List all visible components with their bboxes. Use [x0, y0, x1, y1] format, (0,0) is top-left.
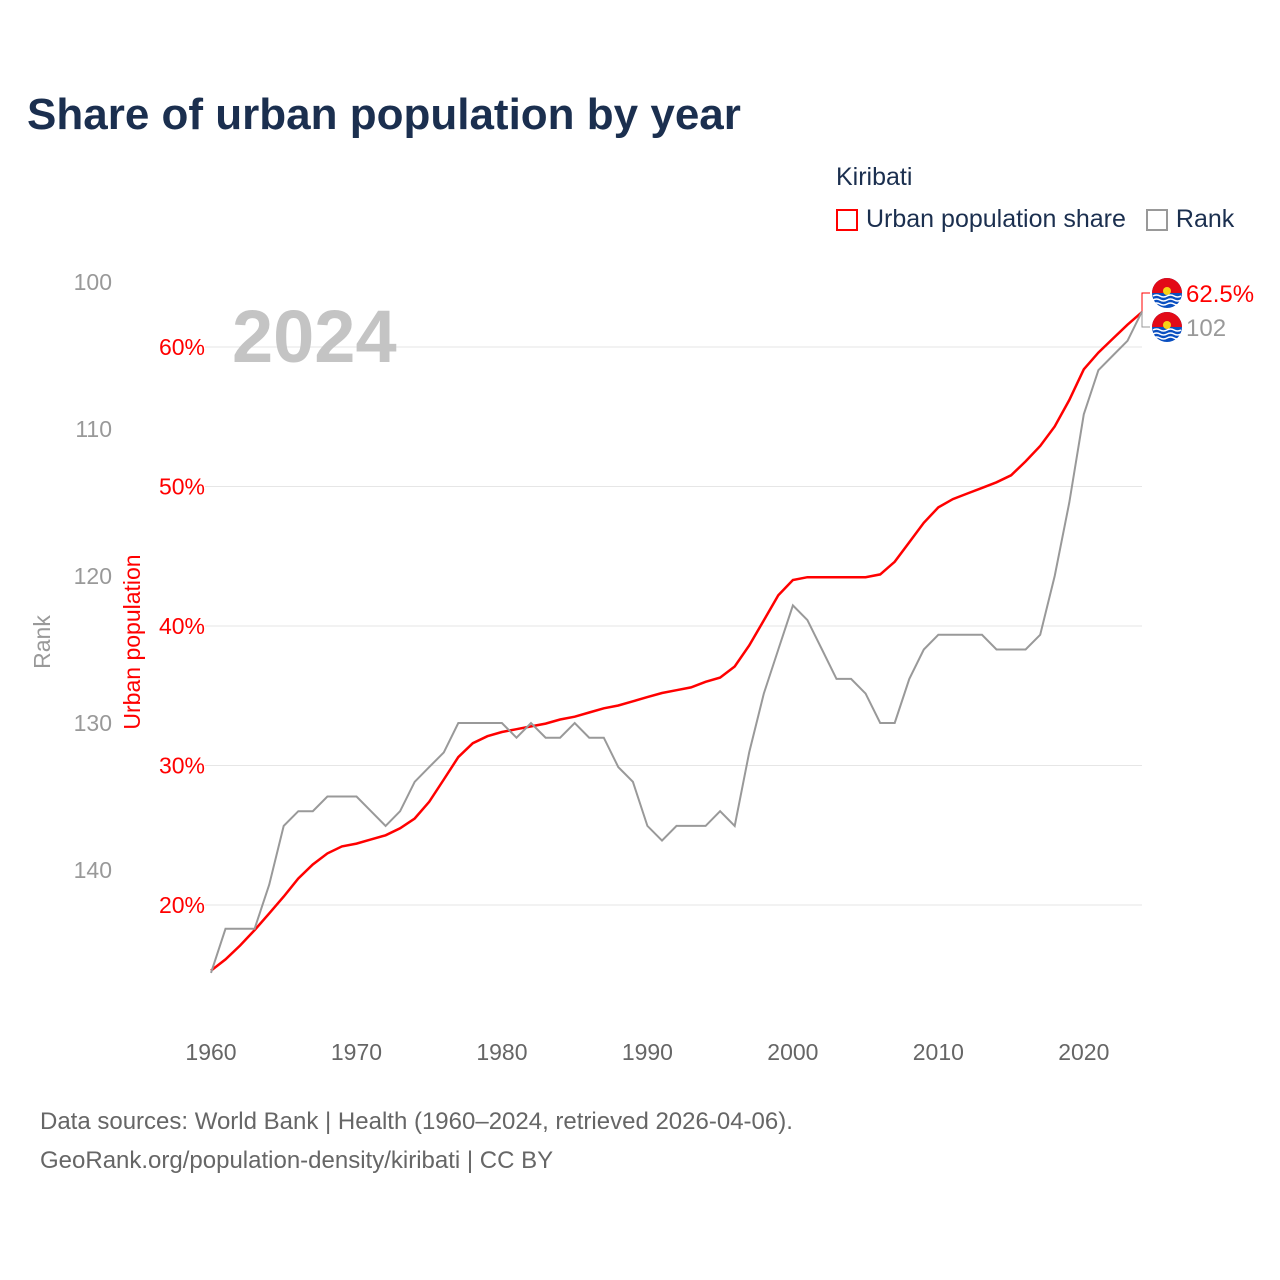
legend: Urban population share Rank — [836, 205, 1234, 234]
legend-label-urban: Urban population share — [866, 205, 1126, 233]
flag-wave — [1152, 328, 1182, 332]
flag-sun — [1163, 287, 1171, 295]
x-tick-label: 1960 — [185, 1039, 236, 1065]
y-axis-label: Urban population — [119, 554, 145, 729]
y2-tick-label: 100 — [74, 269, 112, 295]
flag-red-part — [1152, 278, 1182, 293]
legend-swatch-urban — [836, 208, 858, 231]
flag-wave — [1152, 302, 1182, 306]
end-value-label: 62.5% — [1186, 281, 1254, 308]
flag-wave — [1152, 294, 1182, 298]
y-tick-label: 40% — [159, 613, 205, 639]
legend-swatch-rank — [1145, 208, 1168, 231]
flag-wave — [1152, 332, 1182, 336]
chart-title: Share of urban population by year — [27, 90, 741, 139]
x-tick-label: 1980 — [476, 1039, 527, 1065]
flag-red-part — [1152, 312, 1182, 327]
footer-credit: GeoRank.org/population-density/kiribati … — [40, 1147, 554, 1174]
footer-sources: Data sources: World Bank | Health (1960–… — [40, 1108, 793, 1135]
legend-label-rank: Rank — [1175, 205, 1235, 233]
series-line-urban-share — [210, 311, 1143, 972]
x-tick-label: 2020 — [1058, 1039, 1109, 1065]
x-tick-label: 2010 — [913, 1039, 964, 1065]
y2-axis-label: Rank — [29, 615, 55, 669]
x-tick-label: 1970 — [331, 1039, 382, 1065]
flag-wave — [1152, 336, 1182, 340]
y2-tick-label: 130 — [74, 710, 112, 736]
y-tick-label: 60% — [159, 334, 205, 360]
end-value-label: 102 — [1186, 315, 1226, 342]
y2-tick-label: 110 — [75, 416, 112, 442]
series-line-rank — [210, 310, 1143, 974]
end-connector — [1141, 311, 1150, 328]
y-tick-label: 20% — [159, 892, 205, 918]
legend-title: Kiribati — [836, 163, 913, 191]
end-connector — [1141, 292, 1150, 313]
y2-tick-label: 120 — [74, 563, 112, 589]
x-tick-label: 1990 — [622, 1039, 673, 1065]
y2-tick-label: 140 — [74, 857, 112, 883]
x-tick-label: 2000 — [767, 1039, 818, 1065]
flag-wave — [1152, 298, 1182, 302]
year-watermark: 2024 — [232, 295, 397, 378]
y-tick-label: 50% — [159, 474, 205, 500]
y-tick-label: 30% — [159, 753, 205, 779]
flag-sun — [1163, 321, 1171, 329]
